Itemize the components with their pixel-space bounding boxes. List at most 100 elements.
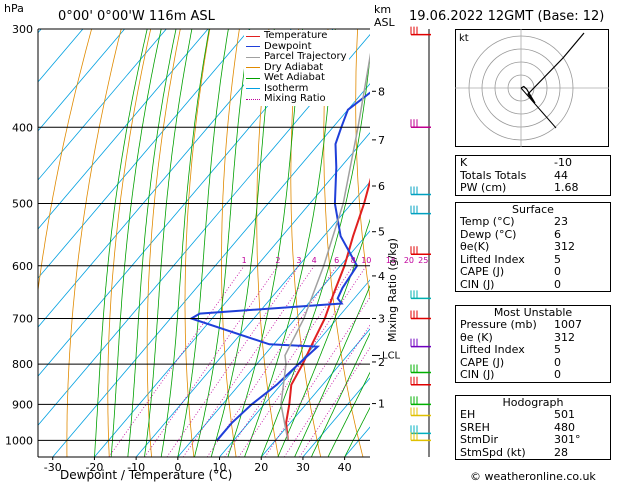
temperature-line bbox=[285, 177, 370, 441]
legend-label: Wet Adiabat bbox=[264, 72, 325, 83]
hodograph-stat-label: SREH bbox=[460, 420, 490, 434]
legend-swatch bbox=[246, 77, 260, 79]
index-label: K bbox=[460, 156, 468, 169]
legend-label: Dewpoint bbox=[264, 40, 312, 52]
most-unstable-label: CIN (J) bbox=[460, 368, 495, 381]
wet-adiabat-line bbox=[327, 371, 370, 457]
isotherm-line bbox=[135, 181, 370, 457]
isotherm-line bbox=[38, 29, 209, 230]
index-row: K -10 bbox=[456, 156, 610, 170]
surface-value: 0 bbox=[554, 277, 561, 291]
legend-swatch bbox=[246, 88, 260, 90]
most-unstable-row: Lifted Index 5 bbox=[456, 343, 610, 357]
height-tick-label: 6 bbox=[378, 180, 385, 193]
temperature-tick-label: 30 bbox=[296, 461, 310, 474]
dry-adiabat-line bbox=[387, 17, 448, 457]
temperature-tick-label: -30 bbox=[44, 461, 62, 474]
surface-label: θe(K) bbox=[460, 240, 490, 253]
most-unstable-row: CAPE (J) 0 bbox=[456, 355, 610, 370]
index-value: 1.68 bbox=[554, 181, 579, 194]
most-unstable-value: 312 bbox=[554, 330, 575, 344]
surface-label: CAPE (J) bbox=[460, 265, 505, 278]
legend: Temperature Dewpoint Parcel Trajectory Dry … bbox=[244, 30, 349, 106]
dry-adiabat-line bbox=[622, 17, 629, 457]
hodograph-stat-row: SREH 480 bbox=[456, 420, 610, 435]
surface-table: Surface Temp (°C) 23 Dewp (°C) 6 θe(K) 312 Lif… bbox=[455, 202, 611, 292]
surface-row: CAPE (J) 0 bbox=[456, 265, 610, 279]
most-unstable-label: Lifted Index bbox=[460, 343, 525, 356]
surface-label: CIN (J) bbox=[460, 277, 495, 291]
mixing-ratio-tick-label: 4 bbox=[312, 256, 317, 265]
wet-adiabat-line bbox=[110, 29, 162, 457]
plot-area bbox=[38, 17, 629, 457]
mixing-ratio-line bbox=[283, 324, 370, 457]
legend-label: Mixing Ratio bbox=[264, 93, 326, 104]
hodograph-trace bbox=[520, 32, 585, 104]
height-tick-label: 2 bbox=[378, 356, 385, 369]
legend-entry: Isotherm bbox=[246, 82, 347, 95]
surface-title: Surface bbox=[512, 203, 554, 216]
dry-adiabat-line bbox=[256, 29, 279, 457]
surface-value: 5 bbox=[554, 252, 561, 266]
wet-adiabat-line bbox=[177, 29, 229, 457]
pressure-tick-label: 900 bbox=[12, 398, 33, 411]
index-value: 44 bbox=[554, 168, 568, 182]
hpa-unit-label: hPa bbox=[4, 2, 24, 15]
hodograph-stat-value: 28 bbox=[554, 445, 568, 459]
dry-adiabat-line bbox=[66, 29, 122, 457]
legend-entry: Wet Adiabat bbox=[246, 72, 347, 84]
most-unstable-value: 0 bbox=[554, 368, 561, 381]
datetime-label: 19.06.2022 12GMT (Base: 12) bbox=[409, 9, 605, 24]
location-label: 0°00' 0°00'W 116m ASL bbox=[58, 9, 215, 24]
mixing-ratio-line bbox=[238, 265, 367, 457]
isotherm-line bbox=[260, 328, 370, 457]
wet-adiabat-line bbox=[127, 29, 177, 457]
wet-adiabat-line bbox=[210, 29, 275, 457]
surface-row: Temp (°C) 23 bbox=[456, 215, 610, 229]
mixing-ratio-tick-label: 2 bbox=[275, 256, 280, 265]
temperature-tick-label: -10 bbox=[127, 461, 145, 474]
temperature-tick-label: 10 bbox=[213, 461, 227, 474]
mixing-ratio-line bbox=[299, 346, 370, 457]
pressure-tick-label: 500 bbox=[12, 198, 33, 211]
most-unstable-row: CIN (J) 0 bbox=[456, 368, 610, 382]
surface-row: Dewp (°C) 6 bbox=[456, 227, 610, 242]
temperature-tick-label: 40 bbox=[338, 461, 352, 474]
most-unstable-row: θe (K) 312 bbox=[456, 330, 610, 345]
height-tick-label: 5 bbox=[378, 226, 385, 239]
legend-label: Dry Adiabat bbox=[264, 61, 324, 73]
most-unstable-label: CAPE (J) bbox=[460, 355, 505, 369]
most-unstable-label: Pressure (mb) bbox=[460, 318, 537, 331]
height-tick-label: 3 bbox=[378, 312, 385, 325]
pressure-tick-label: 800 bbox=[12, 358, 33, 371]
mixing-ratio-line bbox=[264, 296, 370, 457]
index-row: PW (cm) 1.68 bbox=[456, 181, 610, 195]
dry-adiabat-line bbox=[184, 29, 211, 457]
index-label: PW (cm) bbox=[460, 181, 507, 194]
temperature-tick-label: -20 bbox=[85, 461, 103, 474]
mixing-ratio-line bbox=[182, 265, 315, 457]
pressure-tick-label: 700 bbox=[12, 312, 33, 325]
dry-adiabat-line bbox=[107, 29, 152, 457]
surface-label: Dewp (°C) bbox=[460, 227, 517, 241]
dry-adiabat-line bbox=[355, 29, 370, 300]
legend-entry: Dry Adiabat bbox=[246, 61, 347, 74]
legend-label: Isotherm bbox=[264, 82, 309, 94]
wet-adiabat-line bbox=[144, 29, 193, 457]
mixing-ratio-line bbox=[108, 265, 245, 457]
surface-label: Lifted Index bbox=[460, 252, 525, 266]
surface-row: CIN (J) 0 bbox=[456, 277, 610, 292]
isotherm-line bbox=[38, 29, 251, 279]
index-label: Totals Totals bbox=[460, 168, 527, 182]
hodograph-unit-label: kt bbox=[459, 33, 469, 44]
surface-value: 312 bbox=[554, 240, 575, 253]
pressure-tick-label: 1000 bbox=[5, 434, 33, 447]
surface-label: Temp (°C) bbox=[460, 215, 515, 228]
most-unstable-value: 0 bbox=[554, 355, 561, 369]
legend-swatch bbox=[246, 67, 260, 69]
mixing-ratio-tick-label: 8 bbox=[351, 256, 356, 265]
mixing-ratio-line bbox=[144, 265, 279, 457]
dry-adiabat-line bbox=[38, 29, 93, 294]
most-unstable-label: θe (K) bbox=[460, 330, 493, 344]
